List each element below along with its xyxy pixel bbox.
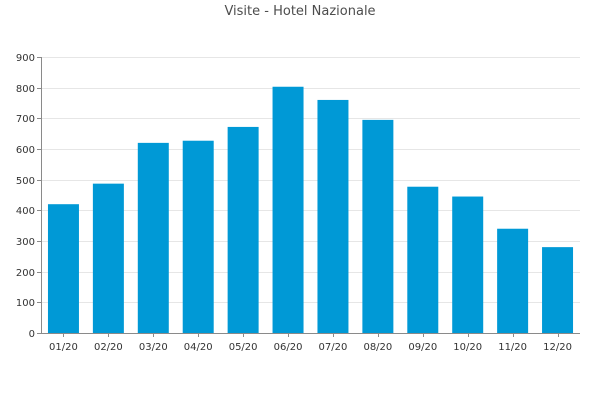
y-tick-label: 500 xyxy=(16,176,35,187)
y-tick-label: 100 xyxy=(16,298,35,309)
bar-07-20[interactable] xyxy=(317,99,349,333)
bar-10-20[interactable] xyxy=(452,196,484,333)
x-tick-label: 11/20 xyxy=(498,342,527,353)
axes xyxy=(41,57,580,334)
bars xyxy=(47,86,574,333)
gridlines xyxy=(41,57,580,303)
y-tick-label: 800 xyxy=(16,84,35,95)
bar-05-20[interactable] xyxy=(227,126,259,333)
bar-02-20[interactable] xyxy=(92,183,124,333)
x-tick-label: 05/20 xyxy=(229,342,258,353)
y-tick-label: 700 xyxy=(16,114,35,125)
x-axis-ticks: 01/20 02/20 03/20 04/20 05/20 06/20 07/20 08/20… xyxy=(49,333,572,353)
x-tick-label: 08/20 xyxy=(363,342,392,353)
y-tick-label: 300 xyxy=(16,237,35,248)
x-tick-label: 10/20 xyxy=(453,342,482,353)
y-tick-label: 600 xyxy=(16,145,35,156)
y-axis-ticks: 0 100 200 300 400 500 600 700 800 900 xyxy=(16,53,41,340)
x-tick-label: 03/20 xyxy=(139,342,168,353)
y-tick-label: 0 xyxy=(29,329,35,340)
y-tick-label: 400 xyxy=(16,206,35,217)
bar-01-20[interactable] xyxy=(47,204,79,333)
bar-09-20[interactable] xyxy=(407,186,439,333)
bar-11-20[interactable] xyxy=(497,228,529,333)
x-tick-label: 07/20 xyxy=(319,342,348,353)
y-tick-label: 900 xyxy=(16,53,35,64)
bar-06-20[interactable] xyxy=(272,86,304,333)
x-tick-label: 01/20 xyxy=(49,342,78,353)
y-tick-label: 200 xyxy=(16,268,35,279)
bar-03-20[interactable] xyxy=(137,142,169,333)
x-tick-label: 06/20 xyxy=(274,342,303,353)
bar-04-20[interactable] xyxy=(182,140,214,333)
x-tick-label: 09/20 xyxy=(408,342,437,353)
bar-08-20[interactable] xyxy=(362,119,394,333)
bar-12-20[interactable] xyxy=(542,247,574,333)
x-tick-label: 12/20 xyxy=(543,342,572,353)
x-tick-label: 02/20 xyxy=(94,342,123,353)
x-tick-label: 04/20 xyxy=(184,342,213,353)
chart-title: Visite - Hotel Nazionale xyxy=(224,4,375,19)
